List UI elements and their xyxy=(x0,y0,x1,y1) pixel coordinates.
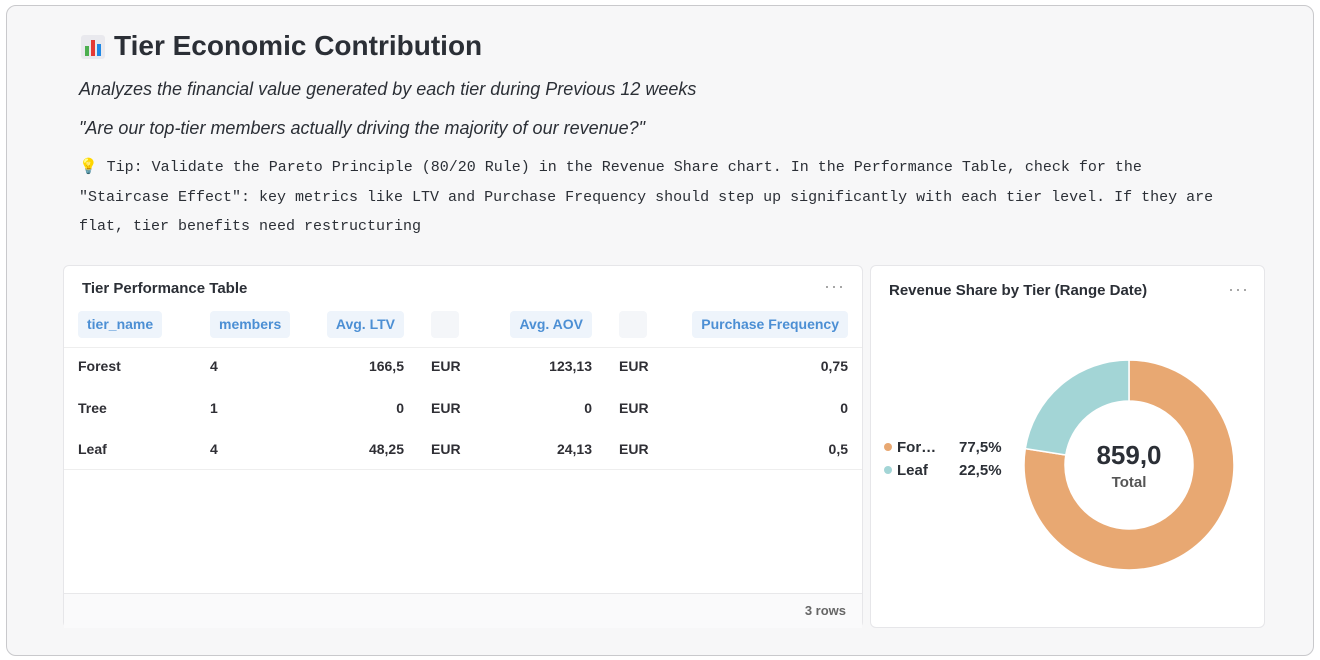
table-cell: 0 xyxy=(584,399,592,416)
table-cell: EUR xyxy=(431,358,461,374)
table-cell: Tree xyxy=(78,399,107,416)
legend-value: 22,5% xyxy=(959,462,1002,479)
table-cell: EUR xyxy=(619,358,649,374)
chart-card: Revenue Share by Tier (Range Date) ··· F… xyxy=(870,265,1265,628)
dashboard: Tier Economic Contribution Analyzes the … xyxy=(6,5,1314,656)
donut-center-caption: Total xyxy=(1112,474,1147,491)
column-header: Avg. LTV xyxy=(326,311,404,338)
legend-swatch xyxy=(884,443,892,451)
table-cell: 0,75 xyxy=(820,358,848,374)
table-cell: 166,5 xyxy=(368,358,404,374)
menu[interactable]: ··· xyxy=(824,276,845,296)
table-card: Tier Performance Table ··· 3 rows tier_n… xyxy=(63,265,863,628)
menu[interactable]: ··· xyxy=(1228,279,1249,299)
legend-label: For… xyxy=(897,439,936,456)
column-header: Avg. AOV xyxy=(510,311,592,338)
legend-swatch xyxy=(884,466,892,474)
table-cell: 1 xyxy=(210,399,218,416)
row-count: 3 rows xyxy=(804,603,846,618)
column-header-placeholder xyxy=(619,311,647,338)
table-cell: 0,5 xyxy=(828,441,848,457)
tip: 💡 Tip: Validate the Pareto Principle (80… xyxy=(79,159,1214,235)
column-header: Purchase Frequency xyxy=(692,311,848,338)
table-cell: EUR xyxy=(431,441,461,457)
table-cell: EUR xyxy=(431,399,461,416)
donut-chart: For… 77,5% Leaf 22,5% 859,0 Total xyxy=(884,359,1235,571)
table-cell: 0 xyxy=(840,399,848,416)
table-cell: 0 xyxy=(396,399,404,416)
table-cell: 4 xyxy=(210,441,218,457)
donut-segment xyxy=(1024,359,1130,456)
table-footer: 3 rows xyxy=(64,593,862,628)
column-header: members xyxy=(210,311,291,338)
table-title: Tier Performance Table xyxy=(82,280,248,297)
donut-segment xyxy=(1023,359,1235,571)
legend-value: 77,5% xyxy=(959,439,1002,456)
table-cell: 48,25 xyxy=(368,441,404,457)
subtitle: Analyzes the financial value generated b… xyxy=(79,79,697,99)
table-cell: Leaf xyxy=(78,441,107,457)
question: "Are our top-tier members actually drivi… xyxy=(79,118,646,138)
table-cell: 24,13 xyxy=(556,441,592,457)
chart-title: Revenue Share by Tier (Range Date) xyxy=(889,282,1148,299)
page-title: Tier Economic Contribution xyxy=(114,30,483,61)
legend-label: Leaf xyxy=(897,462,929,479)
header-divider xyxy=(64,347,862,348)
donut-center-value: 859,0 xyxy=(1096,440,1161,470)
column-header: tier_name xyxy=(78,311,163,338)
column-header-placeholder xyxy=(431,311,459,338)
row-divider xyxy=(64,469,862,470)
table-cell: Forest xyxy=(78,358,121,374)
table-cell: 123,13 xyxy=(549,358,592,374)
table-cell: 4 xyxy=(210,358,218,374)
table-cell: EUR xyxy=(619,399,649,416)
chart-icon xyxy=(81,35,105,59)
table-cell: EUR xyxy=(619,441,649,457)
